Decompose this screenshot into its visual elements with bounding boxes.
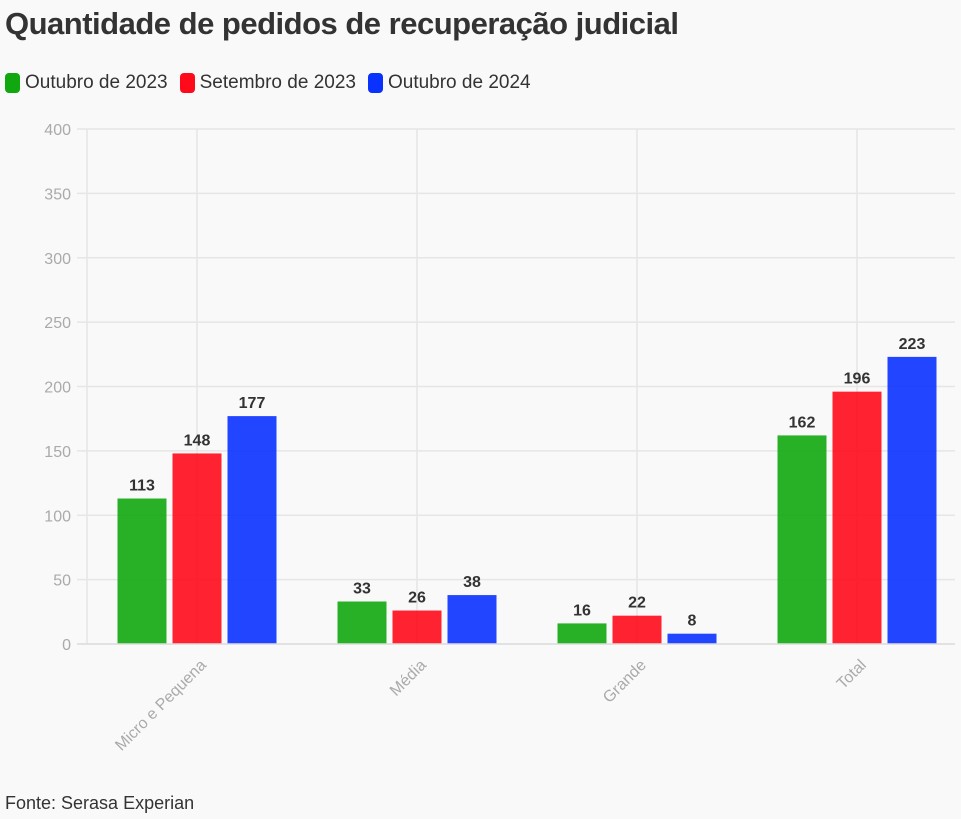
y-tick-label: 200 — [44, 380, 71, 397]
legend-label: Setembro de 2023 — [199, 72, 356, 93]
legend-label: Outubro de 2024 — [387, 72, 531, 93]
data-label: 22 — [628, 595, 646, 612]
data-label: 177 — [239, 395, 266, 412]
legend-swatch — [5, 73, 20, 93]
x-tick-label: Micro e Pequena — [112, 657, 210, 755]
data-label: 16 — [573, 602, 591, 619]
data-label: 162 — [789, 414, 816, 431]
legend-label: Outubro de 2023 — [25, 72, 168, 93]
data-label: 33 — [353, 581, 371, 598]
y-tick-label: 300 — [44, 251, 71, 268]
x-tick-label: Grande — [600, 657, 650, 707]
data-label: 113 — [129, 478, 155, 495]
y-tick-label: 150 — [44, 444, 71, 461]
bar — [887, 356, 937, 644]
x-tick-label: Total — [834, 657, 870, 693]
legend-swatch — [367, 73, 383, 93]
source-note: Fonte: Serasa Experian — [5, 793, 195, 813]
bar — [447, 595, 497, 644]
bar — [777, 435, 827, 644]
y-tick-label: 0 — [62, 637, 71, 654]
legend-item[interactable]: Outubro de 2024 — [367, 72, 531, 94]
bar — [337, 601, 387, 644]
bar — [392, 610, 442, 644]
data-label: 8 — [688, 613, 697, 630]
legend-swatch — [179, 73, 195, 93]
data-label: 26 — [408, 590, 426, 607]
bar — [557, 623, 607, 644]
data-label: 148 — [184, 432, 211, 449]
bar — [227, 416, 277, 644]
bar — [117, 498, 167, 644]
bar — [172, 453, 222, 644]
y-tick-label: 350 — [44, 186, 71, 203]
legend-item[interactable]: Outubro de 2023 — [5, 72, 168, 94]
legend-item[interactable]: Setembro de 2023 — [179, 72, 356, 94]
bar — [612, 615, 662, 644]
legend: Outubro de 2023 Setembro de 2023 Outubro… — [5, 72, 531, 94]
y-tick-label: 50 — [53, 573, 71, 590]
data-label: 38 — [463, 574, 481, 591]
x-tick-label: Média — [387, 657, 430, 700]
bar — [832, 391, 882, 644]
data-label: 196 — [844, 371, 871, 388]
y-tick-label: 250 — [44, 315, 71, 332]
y-tick-label: 400 — [44, 122, 71, 139]
y-tick-label: 100 — [44, 508, 71, 525]
bar — [667, 633, 717, 644]
data-label: 223 — [899, 336, 926, 353]
chart-title: Quantidade de pedidos de recuperação jud… — [5, 6, 679, 41]
